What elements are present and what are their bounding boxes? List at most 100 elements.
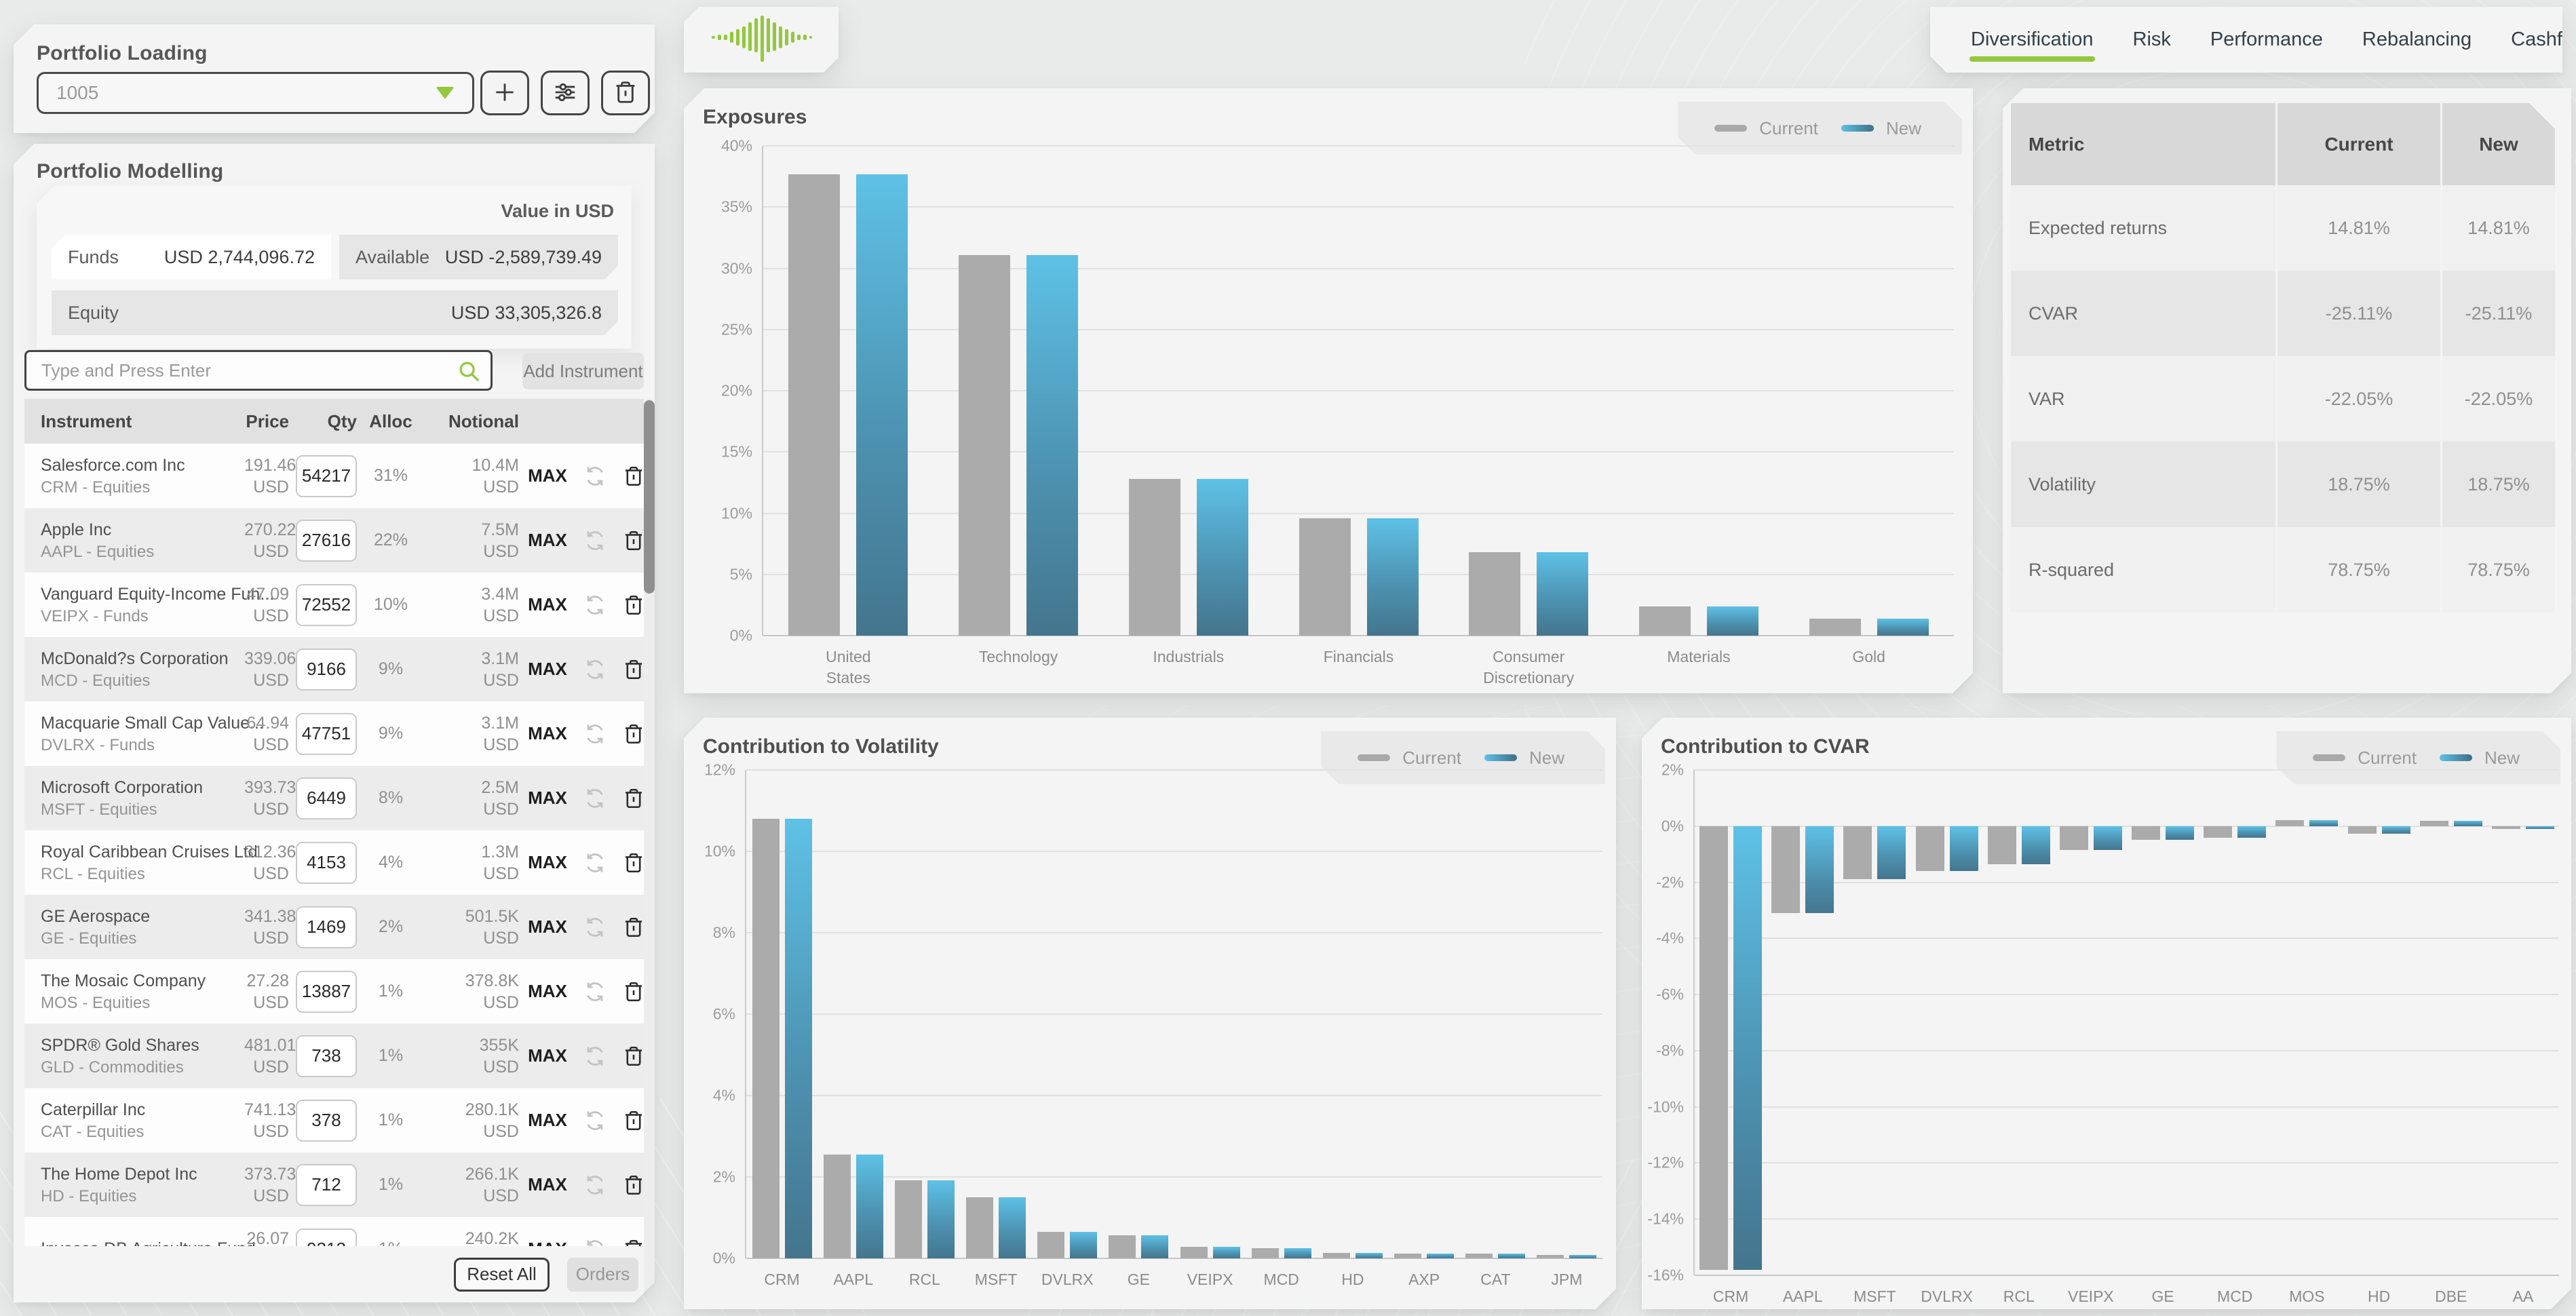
filter-settings-button[interactable] [541,71,590,115]
category-label: Consumer Discretionary [1483,648,1575,686]
table-row: The Home Depot Inc HD - Equities 373.73 … [24,1153,644,1217]
refresh-icon[interactable] [576,722,614,746]
delete-portfolio-button[interactable] [601,71,650,115]
refresh-icon[interactable] [576,465,614,488]
axis-tick-label: 40% [720,136,752,155]
add-portfolio-button[interactable] [480,71,529,115]
category-label: Gold [1852,648,1885,665]
category-label: AAPL [1782,1288,1823,1305]
max-button[interactable]: MAX [528,530,567,550]
axis-tick-label: 30% [720,259,752,277]
qty-input[interactable] [296,971,357,1013]
bar-new-crm [785,819,812,1258]
axis-tick-label: -12% [1647,1153,1684,1172]
delete-icon[interactable] [614,851,644,874]
instrument-name: The Mosaic Company [41,971,206,990]
tab-performance[interactable]: Performance [2210,28,2323,50]
price-currency: USD [253,1121,289,1141]
col-header-price: Price [246,410,289,431]
max-button[interactable]: MAX [528,1045,567,1066]
max-button[interactable]: MAX [528,465,567,486]
legend-current-swatch [1714,125,1747,132]
qty-input[interactable] [296,1164,357,1206]
max-button[interactable]: MAX [528,723,567,743]
delete-icon[interactable] [614,465,644,488]
gridline [1695,994,2559,995]
qty-input[interactable] [296,1100,357,1142]
delete-icon[interactable] [614,787,644,810]
delete-icon[interactable] [614,916,644,939]
notional-currency: USD [483,670,519,690]
bar-new-axp [1427,1254,1454,1258]
bar-current-hd [1323,1253,1350,1258]
delete-icon[interactable] [614,980,644,1003]
refresh-icon[interactable] [576,529,614,552]
axis-tick-label: 0% [1661,817,1684,835]
bar-new-hd [2382,826,2410,834]
delete-icon[interactable] [614,722,644,746]
max-button[interactable]: MAX [528,659,567,679]
qty-input[interactable] [296,455,357,497]
bar-new-dvlrx [1070,1232,1097,1258]
table-row: Microsoft Corporation MSFT - Equities 39… [24,766,644,830]
table-scrollbar-track[interactable] [644,399,655,1316]
refresh-icon[interactable] [576,1045,614,1068]
qty-input[interactable] [296,649,357,691]
qty-input[interactable] [296,713,357,755]
metric-new-value: 14.81% [2442,185,2555,271]
trash-icon [613,79,638,107]
refresh-icon[interactable] [576,980,614,1003]
metric-label: CVAR [2011,271,2275,356]
instrument-search-input[interactable] [24,350,493,391]
delete-icon[interactable] [614,594,644,617]
refresh-icon[interactable] [576,916,614,939]
max-button[interactable]: MAX [528,981,567,1001]
qty-input[interactable] [296,842,357,884]
qty-input[interactable] [296,584,357,626]
table-row: Apple Inc AAPL - Equities 270.22 USD 22%… [24,508,644,573]
max-button[interactable]: MAX [528,1174,567,1195]
axis-tick-label: 4% [712,1086,735,1104]
qty-input[interactable] [296,1035,357,1077]
axis-tick-label: 2% [712,1167,735,1186]
portfolio-select[interactable]: 1005 [37,72,474,114]
bar-new-rcl [927,1180,955,1258]
qty-input[interactable] [296,777,357,819]
refresh-icon[interactable] [576,787,614,810]
exposures-chart-panel: Exposures Current New 40% 35% 30% 25% 20% 15%… [684,88,1973,693]
delete-icon[interactable] [614,1109,644,1132]
gridline [763,451,1954,452]
max-button[interactable]: MAX [528,1110,567,1130]
tab-diversification[interactable]: Diversification [1971,28,2094,50]
max-button[interactable]: MAX [528,594,567,615]
tab-cashflow[interactable]: Cashflow [2511,28,2576,50]
add-instrument-button[interactable]: Add Instrument [522,353,644,389]
table-scrollbar-thumb[interactable] [644,400,655,594]
category-label: Materials [1667,648,1731,665]
delete-icon[interactable] [614,1045,644,1068]
reset-all-button[interactable]: Reset All [454,1258,550,1292]
refresh-icon[interactable] [576,851,614,874]
refresh-icon[interactable] [576,594,614,617]
bar-current-ge [1109,1235,1136,1258]
refresh-icon[interactable] [576,1174,614,1197]
tab-rebalancing[interactable]: Rebalancing [2362,28,2472,50]
tab-risk[interactable]: Risk [2132,28,2171,50]
max-button[interactable]: MAX [528,916,567,937]
max-button[interactable]: MAX [528,852,567,872]
gridline [763,574,1954,575]
table-row: The Mosaic Company MOS - Equities 27.28 … [24,959,644,1024]
plus-icon [492,79,518,107]
qty-input[interactable] [296,906,357,948]
refresh-icon[interactable] [576,1109,614,1132]
orders-button[interactable]: Orders [567,1258,638,1292]
delete-icon[interactable] [614,529,644,552]
refresh-icon[interactable] [576,658,614,681]
delete-icon[interactable] [614,658,644,681]
max-button[interactable]: MAX [528,788,567,808]
category-label: MSFT [974,1271,1018,1288]
delete-icon[interactable] [614,1174,644,1197]
qty-input[interactable] [296,520,357,562]
alloc-value: 1% [378,1175,404,1194]
price-value: 26.07 [246,1228,289,1248]
